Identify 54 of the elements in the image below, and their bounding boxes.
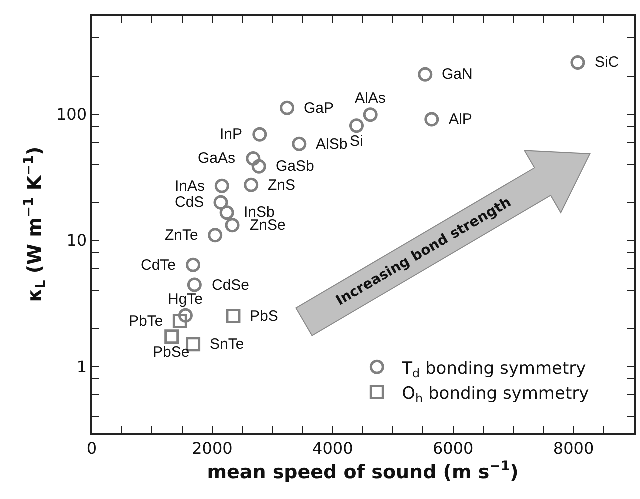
point <box>220 206 234 220</box>
annotation: AlSb <box>316 136 348 153</box>
point <box>178 308 193 323</box>
annotation: Si <box>350 133 364 150</box>
annotation: GaN <box>442 66 473 83</box>
x-axis-title: mean speed of sound (m s$^{−1}$) <box>207 459 519 484</box>
annotation: SnTe <box>210 336 244 353</box>
point <box>214 195 228 210</box>
point <box>225 218 240 233</box>
annotation: GaP <box>304 100 334 117</box>
annotation: PbS <box>250 308 278 325</box>
x-tick-label: 8000 <box>553 438 594 458</box>
y-tick-label: 1 <box>76 358 88 377</box>
point <box>570 55 586 70</box>
point <box>424 112 440 127</box>
point <box>292 136 307 152</box>
annotation: GaSb <box>276 158 314 175</box>
x-tick-label: 6000 <box>432 438 474 458</box>
point <box>252 159 266 174</box>
annotation: GaAs <box>198 150 236 167</box>
annotation: AlP <box>449 111 472 128</box>
point <box>186 258 201 272</box>
annotation: CdS <box>175 194 204 211</box>
legend-label: T$_{d}$ bonding symmetry <box>401 358 586 380</box>
annotation: PbTe <box>129 313 164 330</box>
annotation: CdSe <box>212 277 250 294</box>
point <box>172 314 188 328</box>
point <box>363 108 378 122</box>
y-tick-label: 100 <box>56 104 88 124</box>
point <box>418 67 433 82</box>
annotation: SiC <box>595 54 620 71</box>
point <box>187 278 202 292</box>
legend-label: O$_{h}$ bonding symmetry <box>402 384 590 406</box>
point <box>214 178 230 194</box>
annotation: AlAs <box>355 90 386 107</box>
x-tick-label: 2000 <box>192 438 233 458</box>
x-tick-label: 0 <box>86 438 98 458</box>
annotation: ZnTe <box>165 227 198 244</box>
point <box>244 178 259 192</box>
annotation: PbSe <box>153 344 190 361</box>
annotation: InP <box>220 126 243 143</box>
x-tick-label: 4000 <box>312 438 354 458</box>
annotation: HgTe <box>168 291 204 308</box>
point <box>246 151 261 166</box>
annotation: InAs <box>175 178 206 195</box>
point <box>349 118 364 134</box>
point <box>226 308 241 324</box>
point <box>252 127 268 142</box>
point <box>164 330 180 344</box>
annotation: CdTe <box>141 257 176 274</box>
point <box>208 228 223 243</box>
annotation: ZnS <box>268 177 296 194</box>
point <box>280 100 295 116</box>
y-tick-label: 10 <box>66 231 88 250</box>
